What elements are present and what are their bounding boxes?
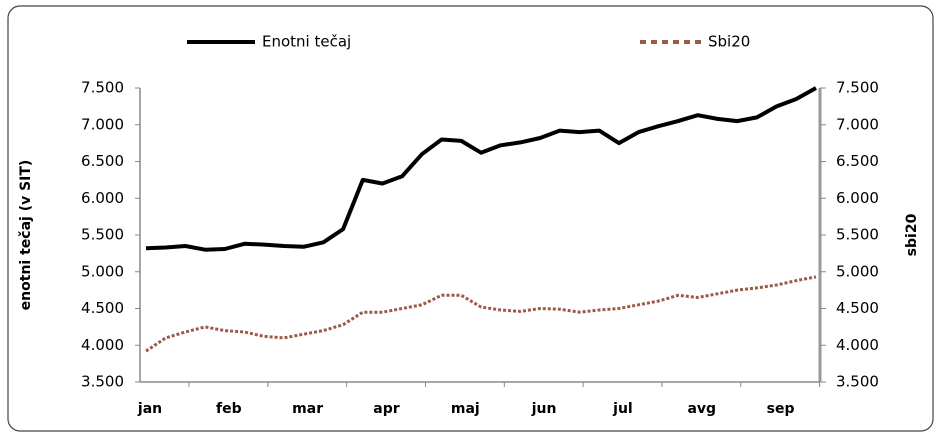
- y-axis-title: enotni tečaj (v SIT): [18, 160, 34, 311]
- series-line: [145, 86, 817, 252]
- y-tick-label: 4.500: [81, 299, 124, 317]
- y-tick-label: 5.500: [81, 226, 124, 244]
- y2-tick-label: 6.000: [836, 189, 879, 207]
- y2-tick-label: 4.000: [836, 336, 879, 354]
- y-tick-label: 3.500: [81, 373, 124, 391]
- y-tick-label: 5.000: [81, 262, 124, 280]
- y2-tick-label: 5.000: [836, 262, 879, 280]
- y-tick-label: 6.500: [81, 152, 124, 170]
- y2-tick-label: 4.500: [836, 299, 879, 317]
- y-tick-label: 7.000: [81, 115, 124, 133]
- x-tick-label: maj: [451, 401, 480, 417]
- y-tick-label: 6.000: [81, 189, 124, 207]
- y2-tick-label: 5.500: [836, 226, 879, 244]
- y2-tick-label: 7.000: [836, 115, 879, 133]
- y2-tick-label: 6.500: [836, 152, 879, 170]
- y2-axis-title: sbi20: [904, 213, 920, 256]
- legend-label: Sbi20: [708, 33, 750, 51]
- x-tick-label: jun: [531, 401, 557, 417]
- chart-frame: [7, 5, 934, 432]
- x-tick-label: mar: [292, 401, 323, 417]
- y2-tick-label: 7.500: [836, 79, 879, 97]
- x-tick-label: sep: [767, 401, 795, 417]
- x-tick-label: feb: [216, 401, 242, 417]
- legend-label: Enotni tečaj: [262, 33, 351, 51]
- x-tick-label: apr: [373, 401, 399, 417]
- y-tick-label: 4.000: [81, 336, 124, 354]
- y-tick-label: 7.500: [81, 79, 124, 97]
- y2-tick-label: 3.500: [836, 373, 879, 391]
- series-line: [145, 275, 817, 353]
- x-tick-label: jul: [612, 401, 633, 417]
- x-tick-label: avg: [687, 401, 716, 417]
- x-tick-label: jan: [137, 401, 162, 417]
